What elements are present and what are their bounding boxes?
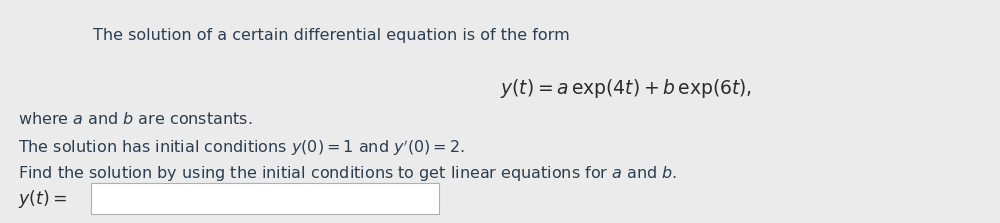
Text: $y(t) =$: $y(t) =$ xyxy=(18,188,67,210)
Text: The solution has initial conditions $y(0) = 1$ and $y'(0) = 2.$: The solution has initial conditions $y(0… xyxy=(18,138,465,158)
Text: The solution of a certain differential equation is of the form: The solution of a certain differential e… xyxy=(93,29,570,43)
Text: where $a$ and $b$ are constants.: where $a$ and $b$ are constants. xyxy=(18,112,252,128)
Text: Find the solution by using the initial conditions to get linear equations for $a: Find the solution by using the initial c… xyxy=(18,164,677,183)
Text: $y(t) = a\,\mathrm{exp}(4t) + b\,\mathrm{exp}(6t),$: $y(t) = a\,\mathrm{exp}(4t) + b\,\mathrm… xyxy=(500,76,752,99)
FancyBboxPatch shape xyxy=(91,182,439,214)
